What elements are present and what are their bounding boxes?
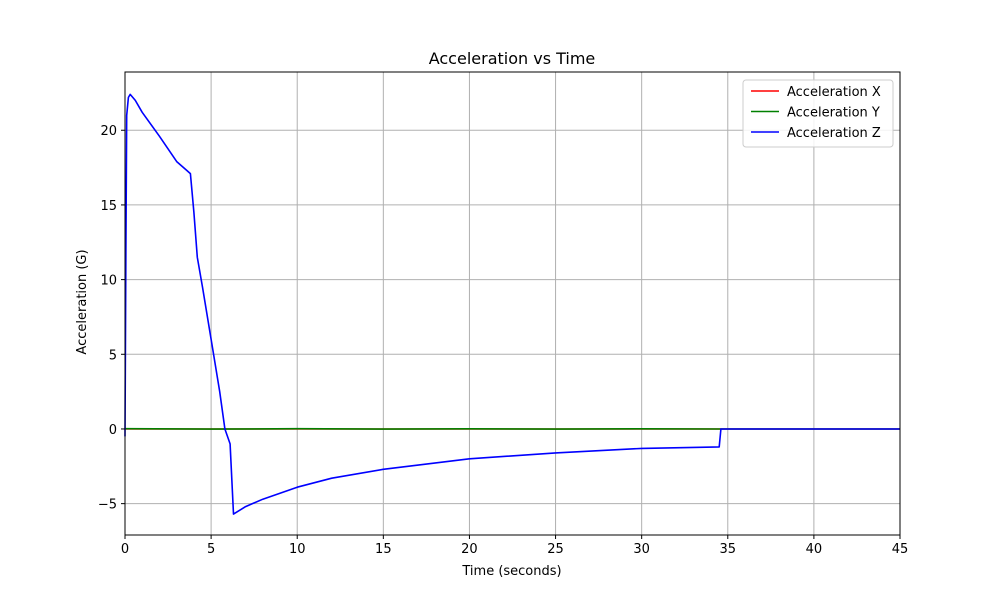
x-tick-label: 40 <box>806 542 823 557</box>
x-tick-label: 25 <box>547 542 564 557</box>
y-tick-label: −5 <box>98 498 117 513</box>
series-line-3 <box>124 93 900 515</box>
y-tick-label: 0 <box>109 423 117 438</box>
x-axis-label: Time (seconds) <box>461 564 561 579</box>
x-tick-label: 30 <box>633 542 650 557</box>
chart-title: Acceleration vs Time <box>429 49 596 68</box>
y-tick-label: 15 <box>100 199 117 214</box>
y-tick-label: 20 <box>100 124 117 139</box>
x-tick-label: 15 <box>375 542 392 557</box>
x-tick-label: 10 <box>289 542 306 557</box>
legend-label: Acceleration X <box>787 85 881 100</box>
legend-box <box>742 79 894 148</box>
x-tick-label: 0 <box>121 542 129 557</box>
x-tick-label: 35 <box>720 542 737 557</box>
legend-label: Acceleration Z <box>787 126 881 141</box>
x-tick-label: 5 <box>207 542 215 557</box>
series-lines <box>124 93 900 515</box>
y-tick-label: 10 <box>100 274 117 289</box>
legend-label: Acceleration Y <box>787 106 880 121</box>
y-axis-label: Acceleration (G) <box>75 249 90 354</box>
x-tick-label: 20 <box>461 542 478 557</box>
axis-ticks: 0 5 10 15 20 25 30 35 40 45 −5 0 5 10 15 20 <box>98 124 908 557</box>
x-tick-label: 45 <box>892 542 909 557</box>
legend: Acceleration X Acceleration Y Acceleration… <box>742 79 894 148</box>
y-tick-label: 5 <box>109 348 117 363</box>
plot-frame <box>124 71 901 536</box>
